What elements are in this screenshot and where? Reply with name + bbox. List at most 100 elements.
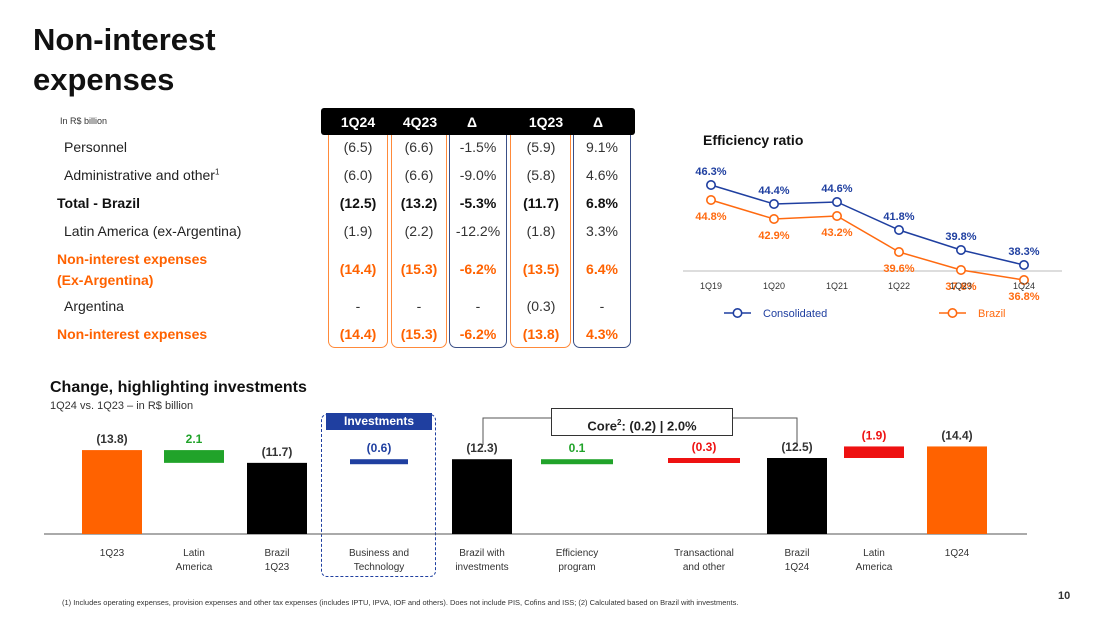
waterfall-bar (541, 459, 613, 465)
efficiency-title: Efficiency ratio (703, 132, 804, 148)
row-label-total-brazil: Total - Brazil (57, 195, 140, 211)
table-cell: -6.2% (459, 261, 497, 277)
waterfall-category-label: Brazil with (459, 548, 505, 559)
table-cell: (12.5) (339, 195, 377, 211)
waterfall-category-label: investments (455, 562, 508, 573)
legend-entry-consolidated: Consolidated (763, 308, 827, 320)
waterfall-category-label: America (176, 562, 213, 573)
waterfall-category-label: Efficiency (556, 548, 599, 559)
legend-marker (732, 307, 743, 318)
table-cell: (14.4) (339, 326, 377, 342)
efficiency-point (768, 214, 779, 225)
table-cell: (2.2) (404, 223, 434, 239)
waterfall-data-label: (0.6) (367, 441, 392, 455)
table-cell: (6.6) (404, 167, 434, 183)
efficiency-tick-label: 1Q21 (826, 281, 848, 291)
waterfall-bar (927, 446, 987, 534)
waterfall-category-label: Brazil (784, 548, 809, 559)
efficiency-data-label: 44.4% (758, 185, 789, 197)
waterfall-bar (247, 462, 307, 534)
efficiency-point (893, 247, 904, 258)
table-cell: 4.3% (586, 326, 618, 342)
waterfall-category-label: and other (683, 562, 726, 573)
table-cell: (5.8) (526, 167, 556, 183)
row-label-administrative: Administrative and other1 (64, 167, 219, 183)
core-note-value: : (0.2) | 2.0% (621, 418, 697, 434)
table-header-delta-q: Δ (466, 114, 478, 130)
efficiency-tick-label: 1Q22 (888, 281, 910, 291)
core-bracket-right (733, 417, 798, 445)
efficiency-point (1018, 274, 1029, 285)
legend-entry-brazil: Brazil (978, 308, 1006, 320)
waterfall-category-label: Business and (349, 548, 409, 559)
frame-1q23 (510, 135, 571, 348)
row-label-administrative-sup: 1 (214, 167, 220, 177)
frame-delta-y (573, 135, 631, 348)
waterfall-bar (844, 446, 904, 458)
waterfall-data-label: (13.8) (96, 432, 127, 446)
table-unit: In R$ billion (60, 116, 108, 126)
waterfall-category-label: 1Q24 (945, 548, 970, 559)
page-title-line1: Non-interest (33, 22, 216, 57)
waterfall-bar (452, 459, 512, 534)
row-label-personnel: Personnel (64, 139, 128, 155)
table-cell: (6.6) (404, 139, 434, 155)
waterfall-subtitle: 1Q24 vs. 1Q23 – in R$ billion (50, 400, 194, 412)
efficiency-data-label: 38.3% (1008, 246, 1039, 258)
table-cell: 6.4% (586, 261, 618, 277)
table-cell: (6.0) (343, 167, 373, 183)
frame-4q23 (391, 135, 447, 348)
core-note-label: Core (587, 418, 617, 434)
waterfall-category-label: Brazil (264, 548, 289, 559)
waterfall-category-label: Latin (863, 548, 885, 559)
table-header-1q24: 1Q24 (340, 114, 376, 130)
frame-delta-q (449, 135, 507, 348)
core-note-sup: 2 (617, 418, 622, 427)
row-label-latam: Latin America (ex-Argentina) (64, 223, 242, 239)
efficiency-line-consolidated (710, 184, 1025, 266)
efficiency-tick-label: 1Q24 (1013, 281, 1035, 291)
waterfall-category-label: America (856, 562, 893, 573)
waterfall-bar (668, 458, 740, 463)
table-cell: (0.3) (526, 298, 556, 314)
efficiency-data-label: 44.6% (821, 183, 852, 195)
efficiency-data-label: 36.8% (1008, 291, 1039, 303)
table-cell: (15.3) (400, 261, 438, 277)
efficiency-point (955, 245, 966, 256)
efficiency-point (831, 197, 842, 208)
table-cell: (13.5) (522, 261, 560, 277)
efficiency-data-label: 39.6% (883, 263, 914, 275)
waterfall-category-label: program (558, 562, 595, 573)
table-cell: -1.5% (459, 139, 497, 155)
table-cell: - (599, 298, 605, 314)
investments-tag: Investments (326, 413, 432, 430)
core-bracket-left (482, 417, 551, 445)
efficiency-data-label: 42.9% (758, 230, 789, 242)
waterfall-data-label: (0.3) (692, 440, 717, 454)
efficiency-point (1018, 259, 1029, 270)
table-cell: (13.8) (522, 326, 560, 342)
efficiency-tick-label: 1Q23 (950, 281, 972, 291)
efficiency-point (955, 264, 966, 275)
waterfall-bar (350, 459, 408, 465)
efficiency-point (705, 180, 716, 191)
efficiency-tick-label: 1Q20 (763, 281, 785, 291)
efficiency-tick-label: 1Q19 (700, 281, 722, 291)
table-cell: (1.8) (526, 223, 556, 239)
waterfall-category-label: Latin (183, 548, 205, 559)
waterfall-data-label: (14.4) (941, 428, 972, 442)
row-label-administrative-text: Administrative and other (64, 167, 215, 183)
frame-1q24 (328, 135, 388, 348)
waterfall-bar (82, 450, 142, 534)
row-label-nie-ex-argentina: Non-interest expenses (Ex-Argentina) (57, 249, 207, 291)
table-header-bar (321, 108, 635, 135)
page-title-line2: expenses (33, 62, 175, 97)
table-cell: (5.9) (526, 139, 556, 155)
efficiency-data-label: 44.8% (695, 211, 726, 223)
table-cell: - (475, 298, 481, 314)
row-label-nie: Non-interest expenses (57, 326, 208, 342)
waterfall-data-label: 2.1 (186, 432, 203, 446)
footnote: (1) Includes operating expenses, provisi… (62, 598, 739, 607)
efficiency-data-label: 43.2% (821, 227, 852, 239)
